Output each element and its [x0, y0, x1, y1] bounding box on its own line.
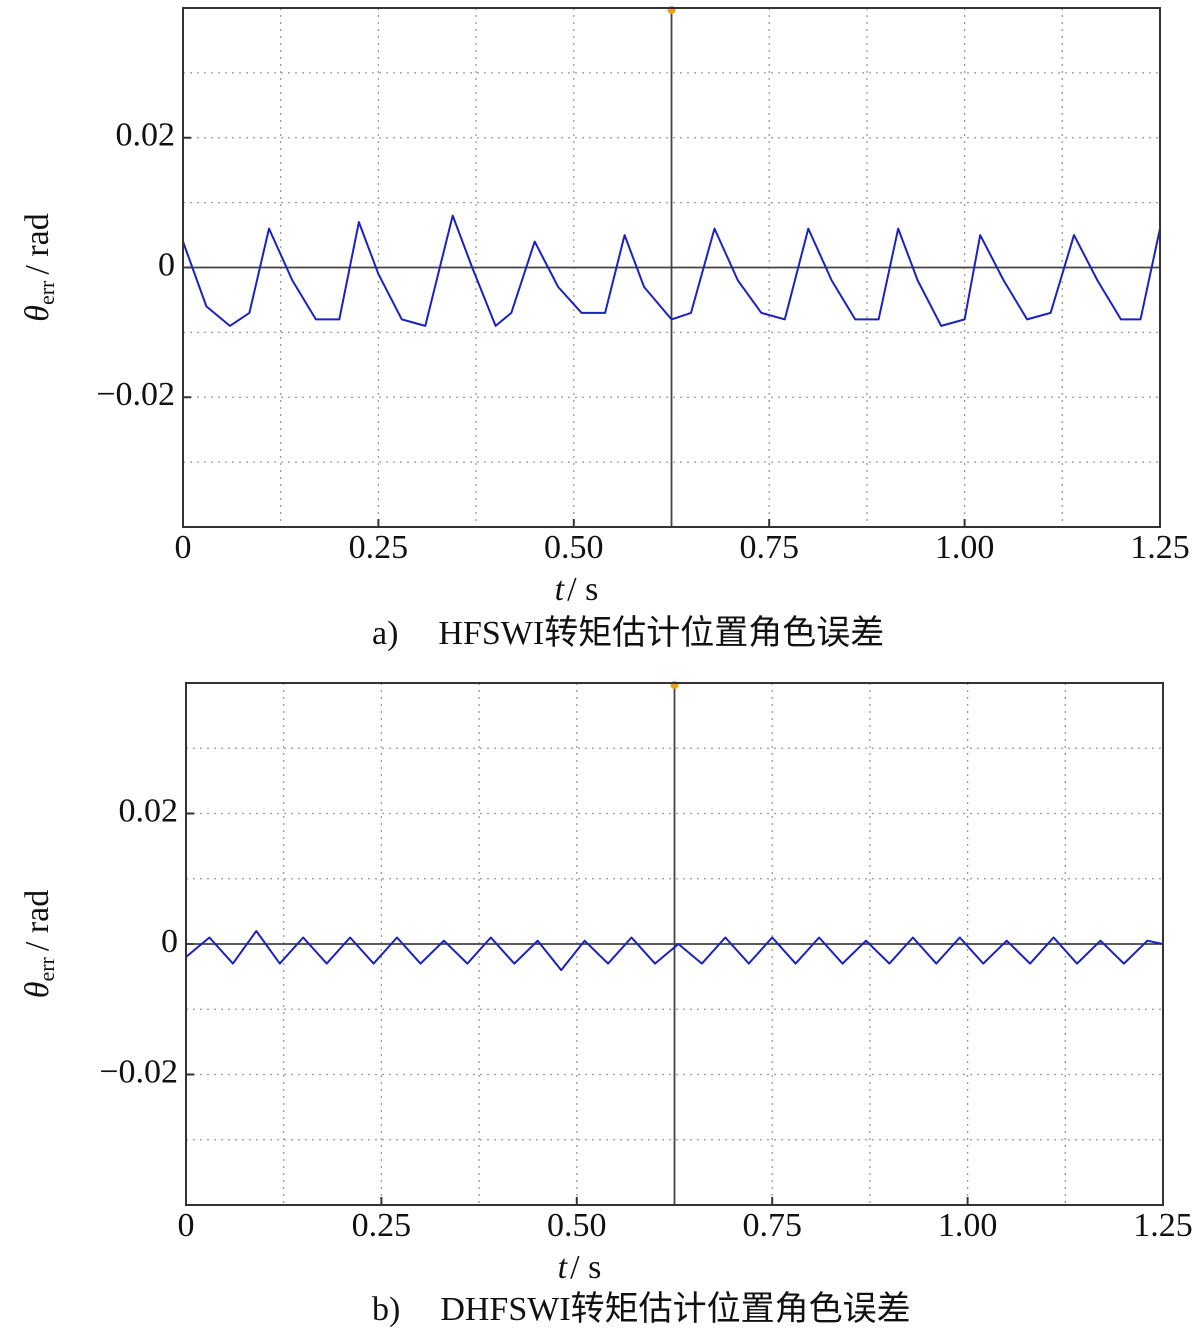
x-tick-label: 0.50 — [544, 529, 604, 566]
x-axis-label: t/ s — [555, 571, 599, 608]
y-tick-label: −0.02 — [96, 376, 175, 413]
y-tick-label: 0 — [158, 246, 175, 283]
y-label-symbol: θ — [19, 305, 56, 322]
caption-text: DHFSWI转矩估计位置角色误差 — [440, 1290, 910, 1328]
panel: 0 0.25 0.50 0.75 1.00 1.25 −0.02 0 0.02 θerr / rad… — [19, 681, 1193, 1328]
x-label-unit: / s — [567, 571, 598, 608]
data-line — [185, 930, 1164, 972]
caption-text: HFSWI转矩估计位置角色误差 — [438, 614, 884, 652]
y-axis-label: θerr / rad — [19, 213, 59, 321]
x-axis-label: t/ s — [558, 1249, 602, 1286]
caption-label: b) — [372, 1291, 400, 1328]
y-tick-label: 0.02 — [116, 117, 176, 154]
panel: 0 0.25 0.50 0.75 1.00 1.25 −0.02 0 0.02 θerr / rad… — [19, 6, 1190, 652]
y-label-subscript: err — [34, 956, 59, 981]
y-label-unit: / rad — [19, 213, 56, 274]
y-tick-label: 0.02 — [119, 792, 179, 829]
x-tick-label: 0 — [175, 529, 192, 566]
x-tick-label: 0.75 — [742, 1207, 802, 1244]
x-tick-label: 1.25 — [1133, 1207, 1193, 1244]
y-tick-label: 0 — [161, 923, 178, 960]
x-label-symbol: t — [555, 571, 566, 608]
x-tick-label: 0.75 — [739, 529, 799, 566]
y-label-subscript: err — [34, 280, 59, 305]
caption: b) DHFSWI转矩估计位置角色误差 — [372, 1290, 911, 1328]
y-label-unit: / rad — [19, 890, 56, 951]
x-tick-label: 1.25 — [1130, 529, 1190, 566]
caption-label: a) — [372, 615, 398, 652]
x-tick-label: 0.25 — [349, 529, 409, 566]
y-label-symbol: θ — [19, 982, 56, 999]
x-tick-label: 1.00 — [935, 529, 995, 566]
x-tick-label: 0.50 — [547, 1207, 607, 1244]
plot-frame — [182, 7, 1161, 528]
x-tick-label: 0 — [178, 1207, 195, 1244]
y-axis-label: θerr / rad — [19, 890, 59, 998]
plot-frame — [185, 682, 1164, 1206]
x-tick-label: 0.25 — [352, 1207, 412, 1244]
y-tick-label: −0.02 — [99, 1053, 178, 1090]
x-label-unit: / s — [570, 1249, 601, 1286]
data-line — [182, 214, 1161, 327]
x-tick-label: 1.00 — [938, 1207, 998, 1244]
caption: a) HFSWI转矩估计位置角色误差 — [372, 614, 884, 652]
x-label-symbol: t — [558, 1249, 569, 1286]
